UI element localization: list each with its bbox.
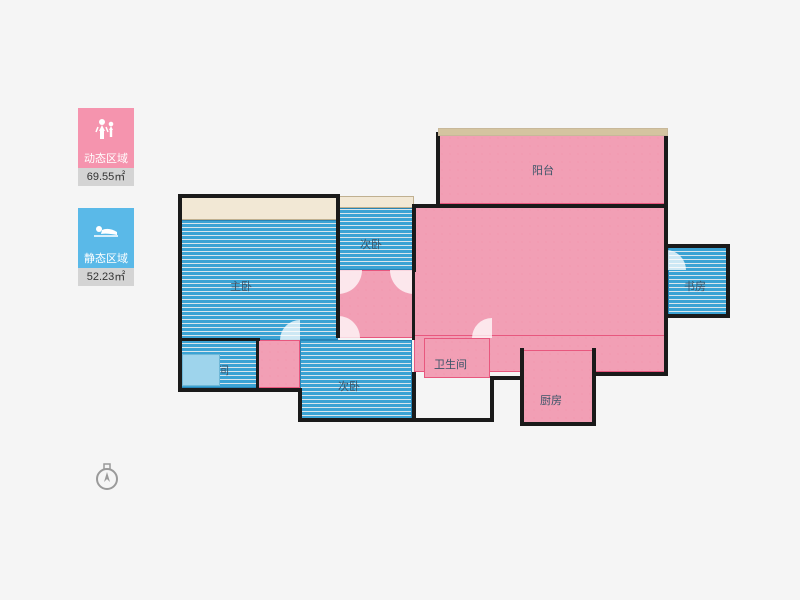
wall-segment	[490, 376, 494, 422]
neutral-floor	[338, 196, 414, 208]
room-living-ext	[414, 206, 666, 336]
wall-segment	[726, 244, 730, 318]
wall-segment	[490, 376, 522, 380]
wall-segment	[520, 422, 596, 426]
room-master-bedroom	[180, 220, 338, 340]
room-label-bathroom-2: 卫生间	[434, 356, 467, 372]
people-icon	[78, 108, 134, 150]
wall-segment	[592, 372, 668, 376]
room-label-second-bedroom-1: 次卧	[360, 236, 382, 252]
room-hallway-2	[258, 340, 300, 388]
wall-segment	[664, 314, 730, 318]
wall-segment	[664, 244, 730, 248]
room-label-second-bedroom-2: 次卧	[338, 378, 360, 394]
wall-segment	[664, 132, 668, 206]
legend-static: 静态区域 52.23㎡	[78, 208, 134, 286]
wall-segment	[664, 204, 668, 376]
room-label-kitchen: 厨房	[540, 392, 562, 408]
room-kitchen	[522, 350, 594, 424]
wall-segment	[412, 372, 416, 422]
wall-segment	[298, 418, 414, 422]
sleeping-icon	[78, 208, 134, 250]
wall-segment	[178, 338, 260, 341]
neutral-floor	[180, 196, 338, 220]
room-label-study: 书房	[684, 278, 706, 294]
balcony-rail	[438, 128, 668, 136]
wall-segment	[414, 204, 668, 208]
room-label-master-bedroom: 主卧	[230, 278, 252, 294]
wall-segment	[336, 206, 340, 338]
legend-static-label: 静态区域	[78, 250, 134, 268]
wall-segment	[436, 132, 440, 206]
compass-icon	[92, 462, 122, 492]
wall-segment	[412, 204, 416, 272]
room-label-balcony: 阳台	[532, 162, 554, 178]
wall-segment	[412, 418, 494, 422]
wall-segment	[178, 194, 340, 198]
bathroom-fixture	[182, 354, 220, 386]
wall-segment	[256, 388, 300, 392]
legend-dynamic: 动态区域 69.55㎡	[78, 108, 134, 186]
wall-segment	[520, 348, 524, 426]
wall-segment	[298, 388, 302, 420]
floorplan: 阳台客餐厅主卧次卧次卧书房卫生间卫生间厨房	[160, 120, 740, 450]
wall-segment	[412, 270, 415, 340]
legend-static-value: 52.23㎡	[78, 268, 134, 286]
legend-dynamic-value: 69.55㎡	[78, 168, 134, 186]
legend-dynamic-label: 动态区域	[78, 150, 134, 168]
wall-segment	[592, 348, 596, 426]
wall-segment	[178, 388, 260, 392]
wall-segment	[256, 338, 259, 390]
